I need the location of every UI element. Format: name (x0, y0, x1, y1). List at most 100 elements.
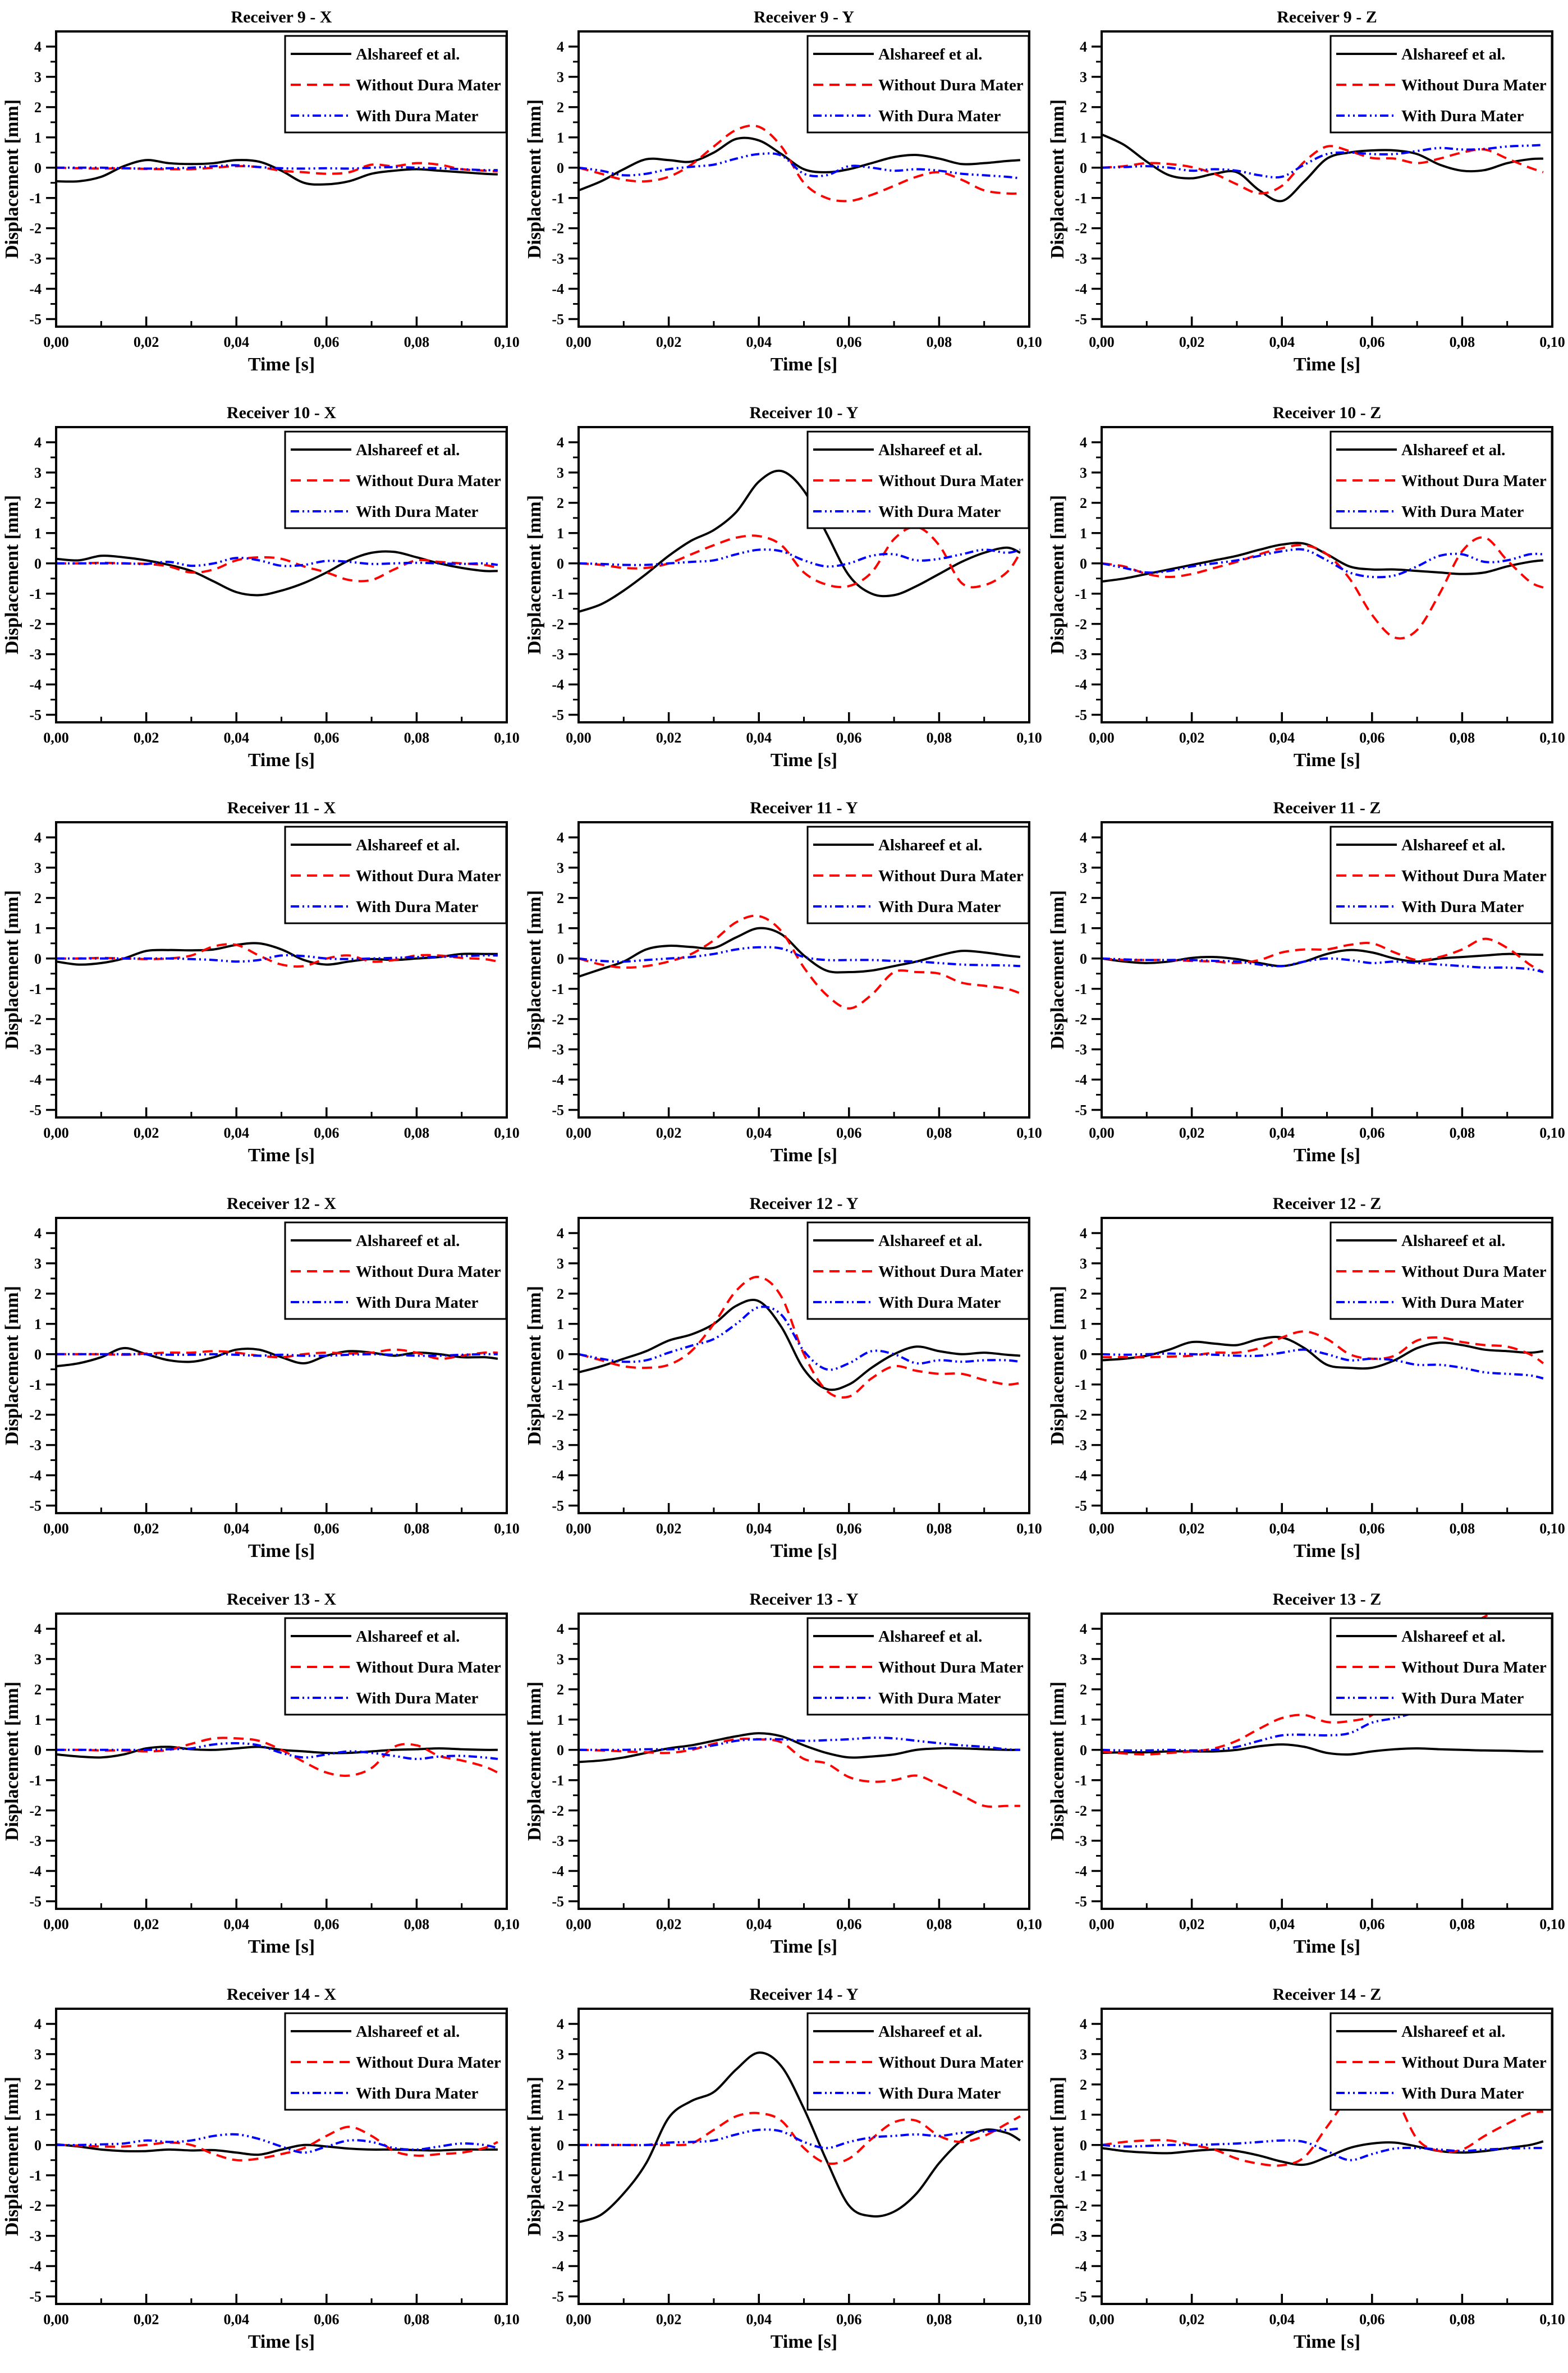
svg-text:1: 1 (1080, 920, 1087, 937)
svg-text:3: 3 (557, 465, 564, 481)
svg-text:-3: -3 (1075, 1833, 1087, 1849)
y-axis-label: Displacement [mm] (1047, 890, 1068, 1050)
svg-text:0,10: 0,10 (1539, 1520, 1565, 1537)
svg-text:0,04: 0,04 (746, 2311, 772, 2328)
legend: Alshareef et al. Without Dura Mater With D… (284, 2012, 507, 2111)
svg-text:0: 0 (1080, 556, 1087, 572)
svg-text:-5: -5 (29, 2289, 42, 2305)
svg-text:-4: -4 (552, 1072, 565, 1088)
svg-text:0,00: 0,00 (1089, 1916, 1114, 1932)
legend-label: Without Dura Mater (356, 1263, 501, 1281)
legend-label: Without Dura Mater (356, 1659, 501, 1676)
legend-label: Alshareef et al. (356, 441, 460, 459)
svg-text:-1: -1 (552, 585, 565, 602)
svg-text:0,06: 0,06 (314, 2311, 339, 2328)
svg-text:0,00: 0,00 (566, 1520, 592, 1537)
svg-text:0,08: 0,08 (927, 730, 952, 746)
legend: Alshareef et al. Without Dura Mater With D… (1329, 1221, 1553, 1320)
legend-label: With Dura Mater (1401, 503, 1524, 521)
svg-text:-1: -1 (1075, 190, 1087, 207)
svg-text:1: 1 (557, 920, 564, 937)
series-with_dura (579, 1736, 1021, 1751)
svg-text:0,06: 0,06 (1359, 1520, 1384, 1537)
svg-text:-5: -5 (552, 1893, 565, 1909)
series-with_dura (1101, 548, 1543, 579)
legend: Alshareef et al. Without Dura Mater With D… (284, 1221, 507, 1320)
legend-label: Alshareef et al. (1401, 836, 1505, 854)
svg-text:4: 4 (557, 830, 564, 846)
series-without_dura (56, 943, 498, 968)
svg-text:-5: -5 (29, 707, 42, 723)
svg-text:0,02: 0,02 (656, 334, 681, 350)
y-axis-label: Displacement [mm] (524, 99, 545, 259)
x-axis-label: Time [s] (248, 1541, 315, 1561)
svg-text:-4: -4 (29, 1468, 42, 1484)
legend-label: Without Dura Mater (1401, 867, 1547, 885)
svg-text:0,08: 0,08 (1449, 730, 1474, 746)
svg-text:2: 2 (557, 890, 564, 906)
svg-text:0,02: 0,02 (656, 1125, 681, 1141)
svg-text:0,02: 0,02 (656, 1520, 681, 1537)
chart-svg-receiver-12-z: Receiver 12 - Z -5 -4 -3 -2 -1 0 1 2 3 4 0,00 0,02 0,… (1047, 1194, 1565, 1561)
series-alshareef (579, 1731, 1021, 1763)
svg-text:0,02: 0,02 (1179, 1916, 1204, 1932)
svg-text:1: 1 (557, 1712, 564, 1728)
svg-text:0,08: 0,08 (404, 1916, 429, 1932)
series-with_dura (56, 954, 498, 963)
svg-text:-1: -1 (29, 585, 42, 602)
y-axis-label: Displacement [mm] (1047, 1286, 1068, 1445)
svg-text:0: 0 (557, 951, 564, 967)
svg-text:-5: -5 (1075, 707, 1087, 723)
svg-text:0,04: 0,04 (223, 1916, 249, 1932)
svg-text:-3: -3 (1075, 646, 1087, 662)
svg-text:-3: -3 (29, 251, 42, 267)
legend-label: Alshareef et al. (1401, 1628, 1505, 1646)
legend-label: Without Dura Mater (1401, 1659, 1547, 1676)
svg-text:0,08: 0,08 (1449, 334, 1474, 350)
svg-text:-5: -5 (552, 311, 565, 328)
series-alshareef (579, 469, 1021, 613)
svg-text:-4: -4 (552, 1468, 565, 1484)
svg-text:-1: -1 (29, 2168, 42, 2184)
svg-text:0,06: 0,06 (836, 730, 861, 746)
svg-text:0,08: 0,08 (404, 2311, 429, 2328)
svg-text:-2: -2 (552, 1802, 565, 1818)
svg-text:-5: -5 (1075, 1498, 1087, 1514)
y-axis-label: Displacement [mm] (2, 495, 22, 654)
series-alshareef (579, 927, 1021, 978)
legend: Alshareef et al. Without Dura Mater With D… (806, 1617, 1030, 1716)
series-without_dura (56, 1348, 498, 1360)
svg-text:-3: -3 (29, 1437, 42, 1454)
svg-text:0: 0 (1080, 2137, 1087, 2154)
svg-text:0,10: 0,10 (1539, 334, 1565, 350)
svg-text:4: 4 (1080, 830, 1087, 846)
svg-text:-4: -4 (29, 1072, 42, 1088)
legend-label: With Dura Mater (878, 2085, 1001, 2102)
chart-receiver-14-x: Receiver 14 - X -5 -4 -3 -2 -1 0 1 2 3 4 0,00 0,02 0,… (0, 1977, 523, 2373)
chart-svg-receiver-9-x: Receiver 9 - X -5 -4 -3 -2 -1 0 1 2 3 4 0,00 0,02 0,0… (2, 8, 520, 375)
chart-svg-receiver-11-y: Receiver 11 - Y -5 -4 -3 -2 -1 0 1 2 3 4 0,00 0,02 0,… (524, 799, 1042, 1166)
chart-svg-receiver-14-x: Receiver 14 - X -5 -4 -3 -2 -1 0 1 2 3 4 0,00 0,02 0,… (2, 1985, 520, 2352)
legend-label: With Dura Mater (356, 898, 479, 916)
x-axis-label: Time [s] (248, 1936, 315, 1957)
chart-svg-receiver-13-x: Receiver 13 - X -5 -4 -3 -2 -1 0 1 2 3 4 0,00 0,02 0,… (2, 1590, 520, 1957)
svg-text:0,08: 0,08 (404, 1520, 429, 1537)
svg-text:0: 0 (557, 2137, 564, 2154)
x-axis-label: Time [s] (771, 1145, 837, 1166)
chart-title: Receiver 13 - X (227, 1590, 336, 1609)
svg-text:-2: -2 (552, 1011, 565, 1028)
svg-text:-2: -2 (1075, 221, 1087, 237)
svg-text:1: 1 (557, 2107, 564, 2123)
svg-text:2: 2 (34, 890, 42, 906)
svg-text:-3: -3 (29, 2228, 42, 2244)
legend: Alshareef et al. Without Dura Mater With D… (1329, 1617, 1553, 1716)
svg-text:-2: -2 (29, 2198, 42, 2214)
svg-text:3: 3 (1080, 1651, 1087, 1667)
svg-text:0: 0 (34, 951, 42, 967)
svg-text:-3: -3 (1075, 2228, 1087, 2244)
svg-text:-5: -5 (552, 2289, 565, 2305)
svg-text:4: 4 (34, 1225, 42, 1242)
series-with_dura (56, 1742, 498, 1760)
legend: Alshareef et al. Without Dura Mater With D… (284, 430, 507, 529)
legend: Alshareef et al. Without Dura Mater With D… (284, 1617, 507, 1716)
